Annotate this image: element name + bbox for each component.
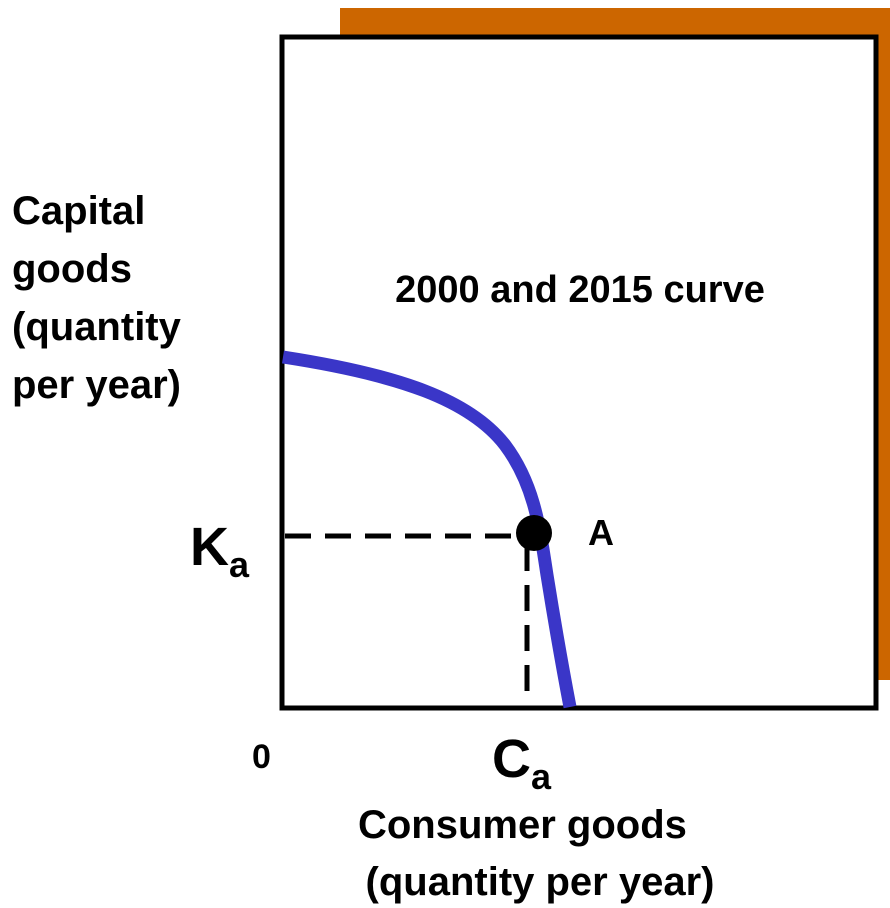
y-axis-label-line: Capital [12, 189, 145, 233]
c-sub: a [531, 756, 552, 797]
x-axis-label: Consumer goods (quantity per year) [358, 803, 715, 904]
k-label: Ka [190, 517, 250, 585]
k-main: K [190, 517, 229, 577]
y-axis-label-line: per year) [12, 363, 181, 407]
k-sub: a [229, 544, 250, 585]
y-axis-label: Capital goods (quantity per year) [12, 189, 192, 407]
ppf-curve [282, 350, 577, 709]
y-axis-label-line: (quantity [12, 305, 182, 349]
origin-label: 0 [252, 738, 271, 776]
point-a [516, 515, 552, 551]
x-axis-label-line: Consumer goods [358, 803, 687, 847]
x-axis-label-line: (quantity per year) [366, 860, 715, 904]
c-main: C [492, 729, 531, 789]
curve-label: 2000 and 2015 curve [395, 269, 765, 311]
c-label: Ca [492, 729, 552, 797]
y-axis-label-line: goods [12, 247, 132, 291]
point-label: A [588, 512, 614, 553]
